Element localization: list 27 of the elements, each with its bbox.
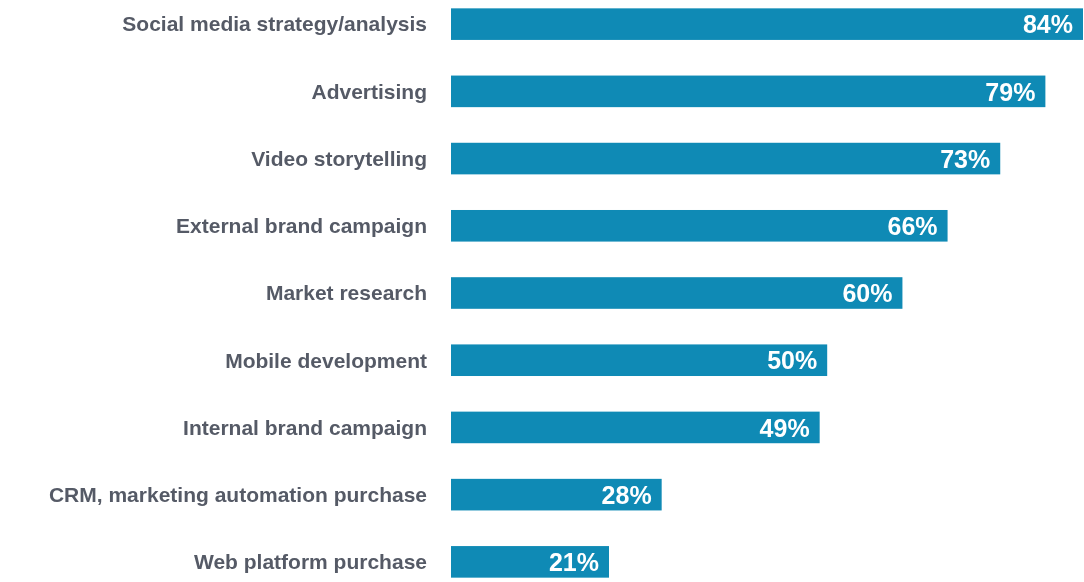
y-tick-label: Market research (265, 281, 427, 305)
data-label: 28% (601, 480, 652, 509)
y-tick-label: Advertising (311, 79, 427, 103)
y-tick-label: Video storytelling (251, 146, 427, 170)
bar (451, 546, 609, 578)
bar (451, 142, 1001, 175)
bar (451, 75, 1046, 108)
data-label: 60% (842, 279, 893, 308)
bar (451, 8, 1083, 40)
bar (451, 277, 903, 309)
data-label: 49% (759, 413, 810, 442)
y-tick-label: External brand campaign (176, 214, 427, 238)
y-tick-label: Internal brand campaign (183, 415, 427, 439)
data-label: 73% (940, 144, 991, 173)
data-label: 79% (985, 77, 1036, 106)
data-label: 84% (1022, 10, 1073, 39)
bar (451, 411, 820, 444)
y-tick-label: Mobile development (225, 348, 428, 372)
y-tick-label: CRM, marketing automation purchase (48, 483, 427, 506)
data-label: 66% (887, 212, 938, 241)
y-tick-label: Web platform purchase (194, 550, 427, 574)
y-tick-label: Social media strategy/analysis (122, 12, 427, 36)
bar (451, 209, 948, 242)
data-label: 21% (548, 548, 599, 577)
bar (451, 478, 662, 511)
bar (451, 344, 828, 377)
data-label: 50% (767, 346, 818, 375)
